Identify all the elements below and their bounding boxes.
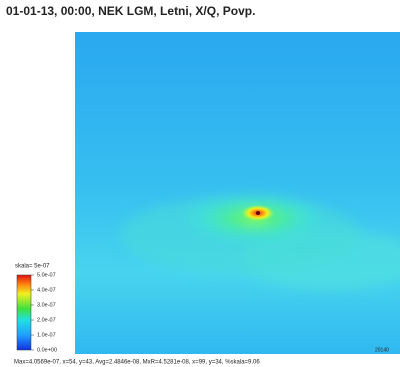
colorbar-tick-label: 3.0e-07 [37, 302, 56, 308]
source [256, 211, 260, 215]
colorbar-label: skala= 5e-07 [15, 264, 50, 270]
stamp: 20140 [375, 347, 389, 353]
colorbar-tick-label: 2.0e-07 [37, 317, 56, 323]
footer: Max=4.0569e-07, x=54, y=43, Avg=2.4846e-… [14, 360, 260, 366]
colorbar-tick-label: 5.0e-07 [37, 272, 56, 278]
title: 01-01-13, 00:00, NEK LGM, Letni, X/Q, Po… [6, 4, 255, 18]
colorbar [16, 274, 32, 351]
colorbar-tick-label: 0.0e+00 [37, 347, 57, 353]
colorbar-tick-label: 4.0e-07 [37, 287, 56, 293]
colorbar-tick-label: 1.0e-07 [37, 332, 56, 338]
